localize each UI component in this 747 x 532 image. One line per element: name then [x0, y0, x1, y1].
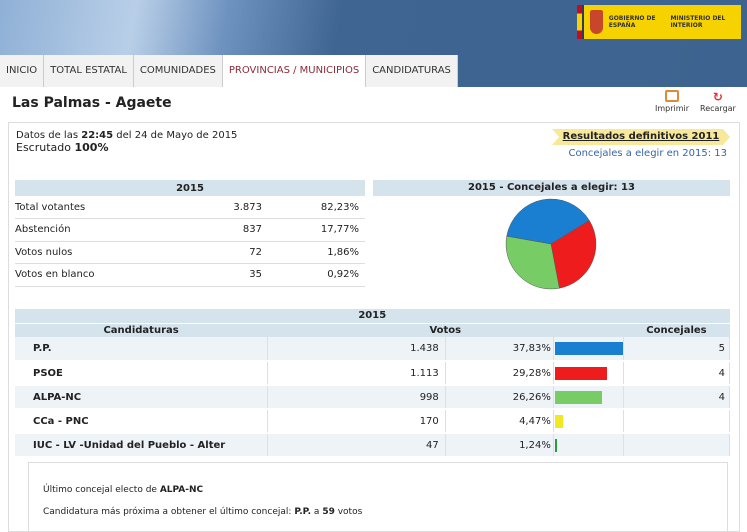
party-votes: 998	[267, 385, 446, 410]
row-value: 3.873	[190, 196, 270, 219]
party-pct: 26,26%	[445, 385, 554, 410]
result-row: CCa - PNC 170 4,47%	[15, 409, 731, 434]
tab-comunidades[interactable]: COMUNIDADES	[133, 55, 223, 87]
party-pct: 4,47%	[445, 409, 554, 434]
row-value: 72	[190, 241, 270, 264]
reload-button[interactable]: ↻ Recargar	[700, 90, 736, 113]
party-name: ALPA-NC	[15, 385, 268, 410]
party-name: PSOE	[15, 361, 268, 386]
result-row: PSOE 1.113 29,28% 4	[15, 361, 731, 386]
resultados-2011-link[interactable]: Resultados definitivos 2011	[552, 129, 730, 145]
vote-bar	[554, 390, 603, 404]
vote-bar	[554, 438, 558, 452]
summary-row: Votos nulos 72 1,86%	[15, 241, 365, 264]
row-value: 35	[190, 263, 270, 287]
pie-header: 2015 - Concejales a elegir: 13	[373, 180, 730, 196]
printer-icon	[665, 90, 680, 102]
party-pct: 37,83%	[445, 337, 554, 362]
party-seats	[623, 409, 731, 434]
vote-bar	[554, 366, 608, 380]
page-title: Las Palmas - Agaete	[12, 95, 172, 111]
seats-pie-chart	[505, 198, 597, 290]
party-seats: 5	[623, 337, 731, 362]
row-label: Total votantes	[15, 196, 190, 219]
party-votes: 170	[267, 409, 446, 434]
party-seats: 4	[623, 385, 731, 410]
concejales-link[interactable]: Concejales a elegir en 2015: 13	[568, 148, 727, 159]
tab-provincias-municipios[interactable]: PROVINCIAS / MUNICIPIOS	[222, 55, 367, 87]
print-button[interactable]: Imprimir	[655, 90, 689, 113]
row-pct: 17,77%	[270, 218, 365, 242]
party-pct: 1,24%	[445, 433, 554, 458]
row-pct: 1,86%	[270, 241, 365, 264]
gobierno-logo: GOBIERNO DE ESPAÑA MINISTERIO DEL INTERI…	[577, 5, 741, 39]
pie-slice-alpa-nc	[505, 235, 560, 290]
row-pct: 82,23%	[270, 196, 365, 219]
coat-of-arms-icon	[589, 10, 603, 34]
result-row: IUC - LV -Unidad del Pueblo - Alter 47 1,2…	[15, 433, 731, 458]
info-box: Último concejal electo de ALPA-NC Candid…	[28, 462, 728, 532]
party-name: CCa - PNC	[15, 409, 268, 434]
party-name: P.P.	[15, 337, 268, 362]
party-pct: 29,28%	[445, 361, 554, 386]
party-name: IUC - LV -Unidad del Pueblo - Alter	[15, 433, 268, 458]
seats-pie-panel: 2015 - Concejales a elegir: 13	[373, 180, 730, 290]
party-votes: 47	[267, 433, 446, 458]
pie-slice-psoe	[550, 220, 597, 289]
summary-table: 2015 Total votantes 3.873 82,23% Abstención…	[15, 180, 365, 287]
result-row: P.P. 1.438 37,83% 5	[15, 337, 731, 362]
result-row: ALPA-NC 998 26,26% 4	[15, 385, 731, 410]
summary-row: Total votantes 3.873 82,23%	[15, 196, 365, 219]
party-seats: 4	[623, 361, 731, 386]
reload-icon: ↻	[712, 90, 723, 104]
row-label: Abstención	[15, 218, 190, 242]
row-label: Votos nulos	[15, 241, 190, 264]
tab-total-estatal[interactable]: TOTAL ESTATAL	[44, 55, 134, 87]
results-table: 2015 Candidaturas Votos Concejales P.P. 1.4…	[15, 309, 731, 458]
row-value: 837	[190, 218, 270, 242]
party-votes: 1.438	[267, 337, 446, 362]
vote-bar	[554, 414, 563, 428]
main-tabs: INICIO TOTAL ESTATAL COMUNIDADES PROVINCIAS…	[0, 55, 458, 87]
tab-inicio[interactable]: INICIO	[0, 55, 45, 87]
party-seats	[623, 433, 731, 458]
data-timestamp: Datos de las 22:45 del 24 de Mayo de 201…	[16, 130, 238, 154]
pie-slice-p-p-	[506, 198, 590, 245]
party-votes: 1.113	[267, 361, 446, 386]
tab-candidaturas[interactable]: CANDIDATURAS	[366, 55, 458, 87]
vote-bar	[554, 342, 623, 355]
summary-row: Abstención 837 17,77%	[15, 218, 365, 242]
row-pct: 0,92%	[270, 263, 365, 287]
summary-row: Votos en blanco 35 0,92%	[15, 263, 365, 287]
row-label: Votos en blanco	[15, 263, 190, 287]
